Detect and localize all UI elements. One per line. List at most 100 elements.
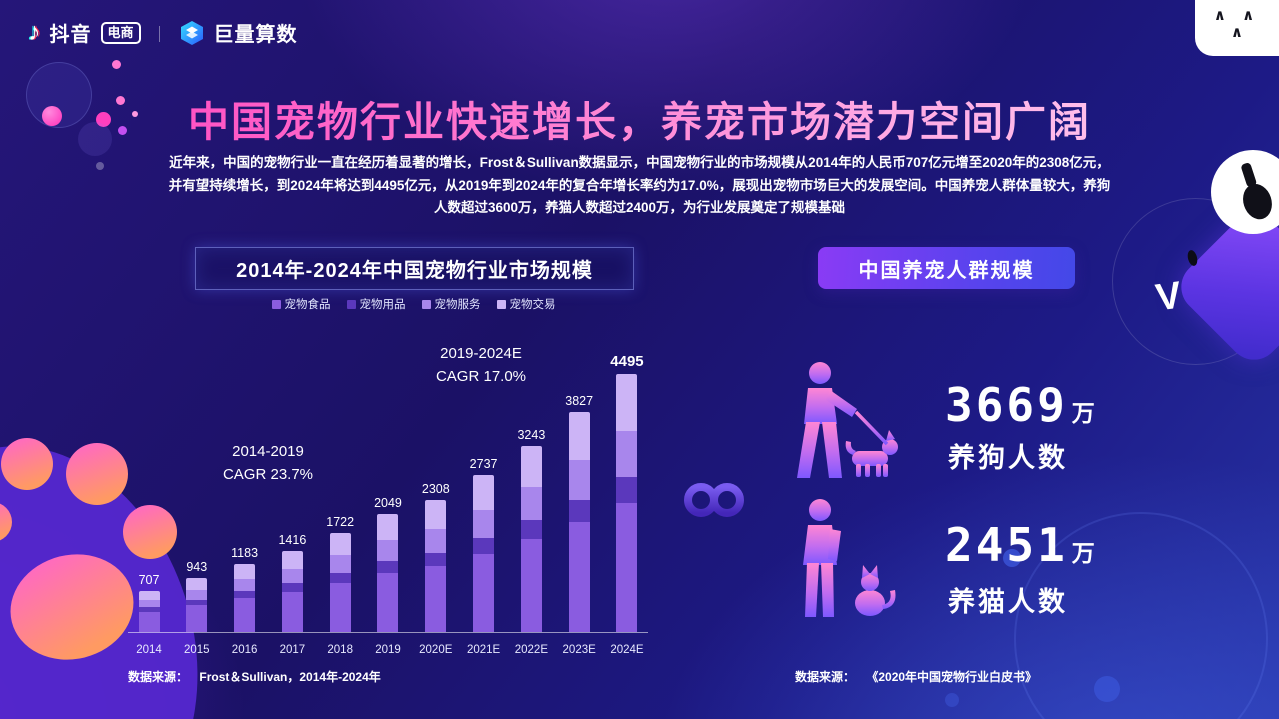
bar-segment bbox=[473, 537, 495, 554]
bar-column: 2737 2021E bbox=[463, 352, 505, 656]
bar-segment bbox=[425, 552, 447, 566]
bar-column: 943 2015 bbox=[176, 352, 218, 656]
source-label: 数据来源： bbox=[795, 670, 856, 684]
cat-mascot-mouth: V bbox=[1153, 274, 1185, 320]
bar-segment bbox=[234, 598, 256, 632]
bar-x-label: 2020E bbox=[419, 644, 453, 656]
chart-legend: 宠物食品 宠物用品 宠物服务 宠物交易 bbox=[195, 296, 632, 312]
bar-value-label: 2049 bbox=[374, 496, 402, 510]
legend-label: 宠物交易 bbox=[509, 299, 556, 311]
bar-segment bbox=[281, 591, 303, 632]
cagr-annotation-2014-2019: 2014-2019 CAGR 23.7% bbox=[203, 440, 333, 487]
source-text: 《2020年中国宠物行业白皮书》 bbox=[866, 670, 1038, 684]
legend-label: 宠物用品 bbox=[359, 299, 406, 311]
bar-value-label: 3827 bbox=[565, 394, 594, 408]
bar-segment bbox=[568, 522, 590, 632]
bar-segment bbox=[138, 591, 160, 601]
bar-column: 1183 2016 bbox=[224, 352, 266, 656]
chart-title: 2014年-2024年中国宠物行业市场规模 bbox=[236, 260, 593, 282]
bar-segment bbox=[520, 486, 542, 521]
bar-segment bbox=[329, 572, 351, 583]
right-panel-title: 中国养宠人群规模 bbox=[858, 259, 1035, 282]
legend-label: 宠物服务 bbox=[434, 299, 481, 311]
bar-segment bbox=[234, 578, 256, 592]
bar-segment bbox=[520, 520, 542, 539]
cat-owner-count: 2451 万 bbox=[945, 522, 1095, 568]
legend-item: 宠物服务 bbox=[421, 296, 481, 312]
bar-segment bbox=[186, 589, 208, 600]
stacked-bar bbox=[377, 514, 399, 632]
bar-segment bbox=[377, 514, 399, 540]
bar-segment bbox=[281, 568, 303, 584]
caret-marks: ∧ bbox=[1230, 23, 1244, 41]
legend-item: 宠物食品 bbox=[271, 296, 331, 312]
chart-title-box: 2014年-2024年中国宠物行业市场规模 bbox=[195, 247, 634, 290]
bar-x-label: 2016 bbox=[231, 644, 258, 656]
bar-x-label: 2024E bbox=[610, 644, 644, 656]
person-walking-dog-icon bbox=[797, 362, 898, 478]
bar-value-label: 1183 bbox=[231, 546, 259, 560]
bar-value-label: 943 bbox=[186, 560, 208, 574]
bar-column: 1722 2018 bbox=[319, 352, 361, 656]
bar-value-label: 2308 bbox=[421, 482, 450, 496]
annotation-period: 2019-2024E bbox=[440, 345, 522, 362]
legend-swatch bbox=[496, 299, 506, 309]
pink-dot-decoration bbox=[116, 96, 125, 105]
bar-segment bbox=[520, 446, 542, 487]
bar-x-label: 2017 bbox=[279, 644, 306, 656]
brand-bar: ♪ 抖音 电商 ｜ 巨量算数 bbox=[28, 18, 298, 47]
stacked-bar bbox=[329, 533, 351, 632]
intro-paragraph: 近年来，中国的宠物行业一直在经历着显著的增长，Frost＆Sullivan数据显… bbox=[95, 152, 1185, 220]
bar-segment bbox=[520, 539, 542, 632]
source-text: Frost＆Sullivan，2014年-2024年 bbox=[199, 670, 381, 684]
bar-segment bbox=[186, 599, 208, 605]
bar-segment bbox=[281, 551, 303, 569]
bar-column: 3243 2022E bbox=[510, 352, 552, 656]
bar-segment bbox=[329, 533, 351, 555]
annotation-period: 2014-2019 bbox=[232, 443, 304, 460]
legend-label: 宠物食品 bbox=[284, 299, 331, 311]
bar-x-label: 2023E bbox=[562, 644, 596, 656]
bar-value-label: 1722 bbox=[326, 515, 355, 529]
tiktok-note-icon: ♪ bbox=[28, 18, 41, 46]
cat-mascot-corner-decoration: ∧ ∧ ∧ bbox=[1195, 0, 1279, 56]
pink-dot-decoration bbox=[112, 60, 121, 69]
bar-segment bbox=[329, 582, 351, 632]
caret-marks: ∧ ∧ bbox=[1213, 7, 1261, 24]
stacked-bar bbox=[616, 374, 638, 632]
intro-line: 近年来，中国的宠物行业一直在经历着显著的增长，Frost＆Sullivan数据显… bbox=[169, 155, 1110, 170]
bar-column: 2308 2020E bbox=[415, 352, 457, 656]
bar-value-label: 3243 bbox=[517, 428, 546, 442]
legend-item: 宠物用品 bbox=[346, 296, 406, 312]
blue-dot-decoration bbox=[1094, 676, 1120, 702]
right-panel-source: 数据来源： 《2020年中国宠物行业白皮书》 bbox=[795, 668, 1037, 685]
brand-divider: ｜ bbox=[151, 26, 168, 44]
intro-line: 人数超过3600万，养猫人数超过2400万，为行业发展奠定了规模基础 bbox=[433, 200, 846, 216]
bar-column: 4495 2024E bbox=[606, 352, 648, 656]
bar-segment bbox=[425, 500, 447, 530]
bar-segment bbox=[138, 600, 160, 608]
person-with-cat-icon bbox=[803, 499, 896, 617]
bar-column: 3827 2023E bbox=[558, 352, 600, 656]
bar-segment bbox=[616, 430, 638, 478]
pink-dot-decoration bbox=[96, 112, 111, 127]
mascot-bell-icon bbox=[1241, 163, 1272, 220]
bar-segment bbox=[425, 566, 447, 632]
stacked-bar bbox=[138, 591, 160, 632]
bar-segment bbox=[377, 561, 399, 573]
dog-owner-value: 3669 bbox=[945, 378, 1068, 432]
legend-swatch bbox=[271, 299, 281, 309]
bar-segment bbox=[616, 374, 638, 431]
legend-item: 宠物交易 bbox=[496, 296, 556, 312]
right-panel-title-box: 中国养宠人群规模 bbox=[818, 247, 1075, 289]
bar-segment bbox=[473, 509, 495, 538]
bar-segment bbox=[616, 477, 638, 503]
legend-swatch bbox=[346, 299, 356, 309]
bar-segment bbox=[568, 460, 590, 500]
bar-segment bbox=[568, 500, 590, 522]
bar-segment bbox=[473, 553, 495, 632]
bar-segment bbox=[425, 529, 447, 553]
stacked-bar bbox=[234, 564, 256, 632]
cat-mascot-circle-decoration bbox=[1211, 150, 1279, 234]
